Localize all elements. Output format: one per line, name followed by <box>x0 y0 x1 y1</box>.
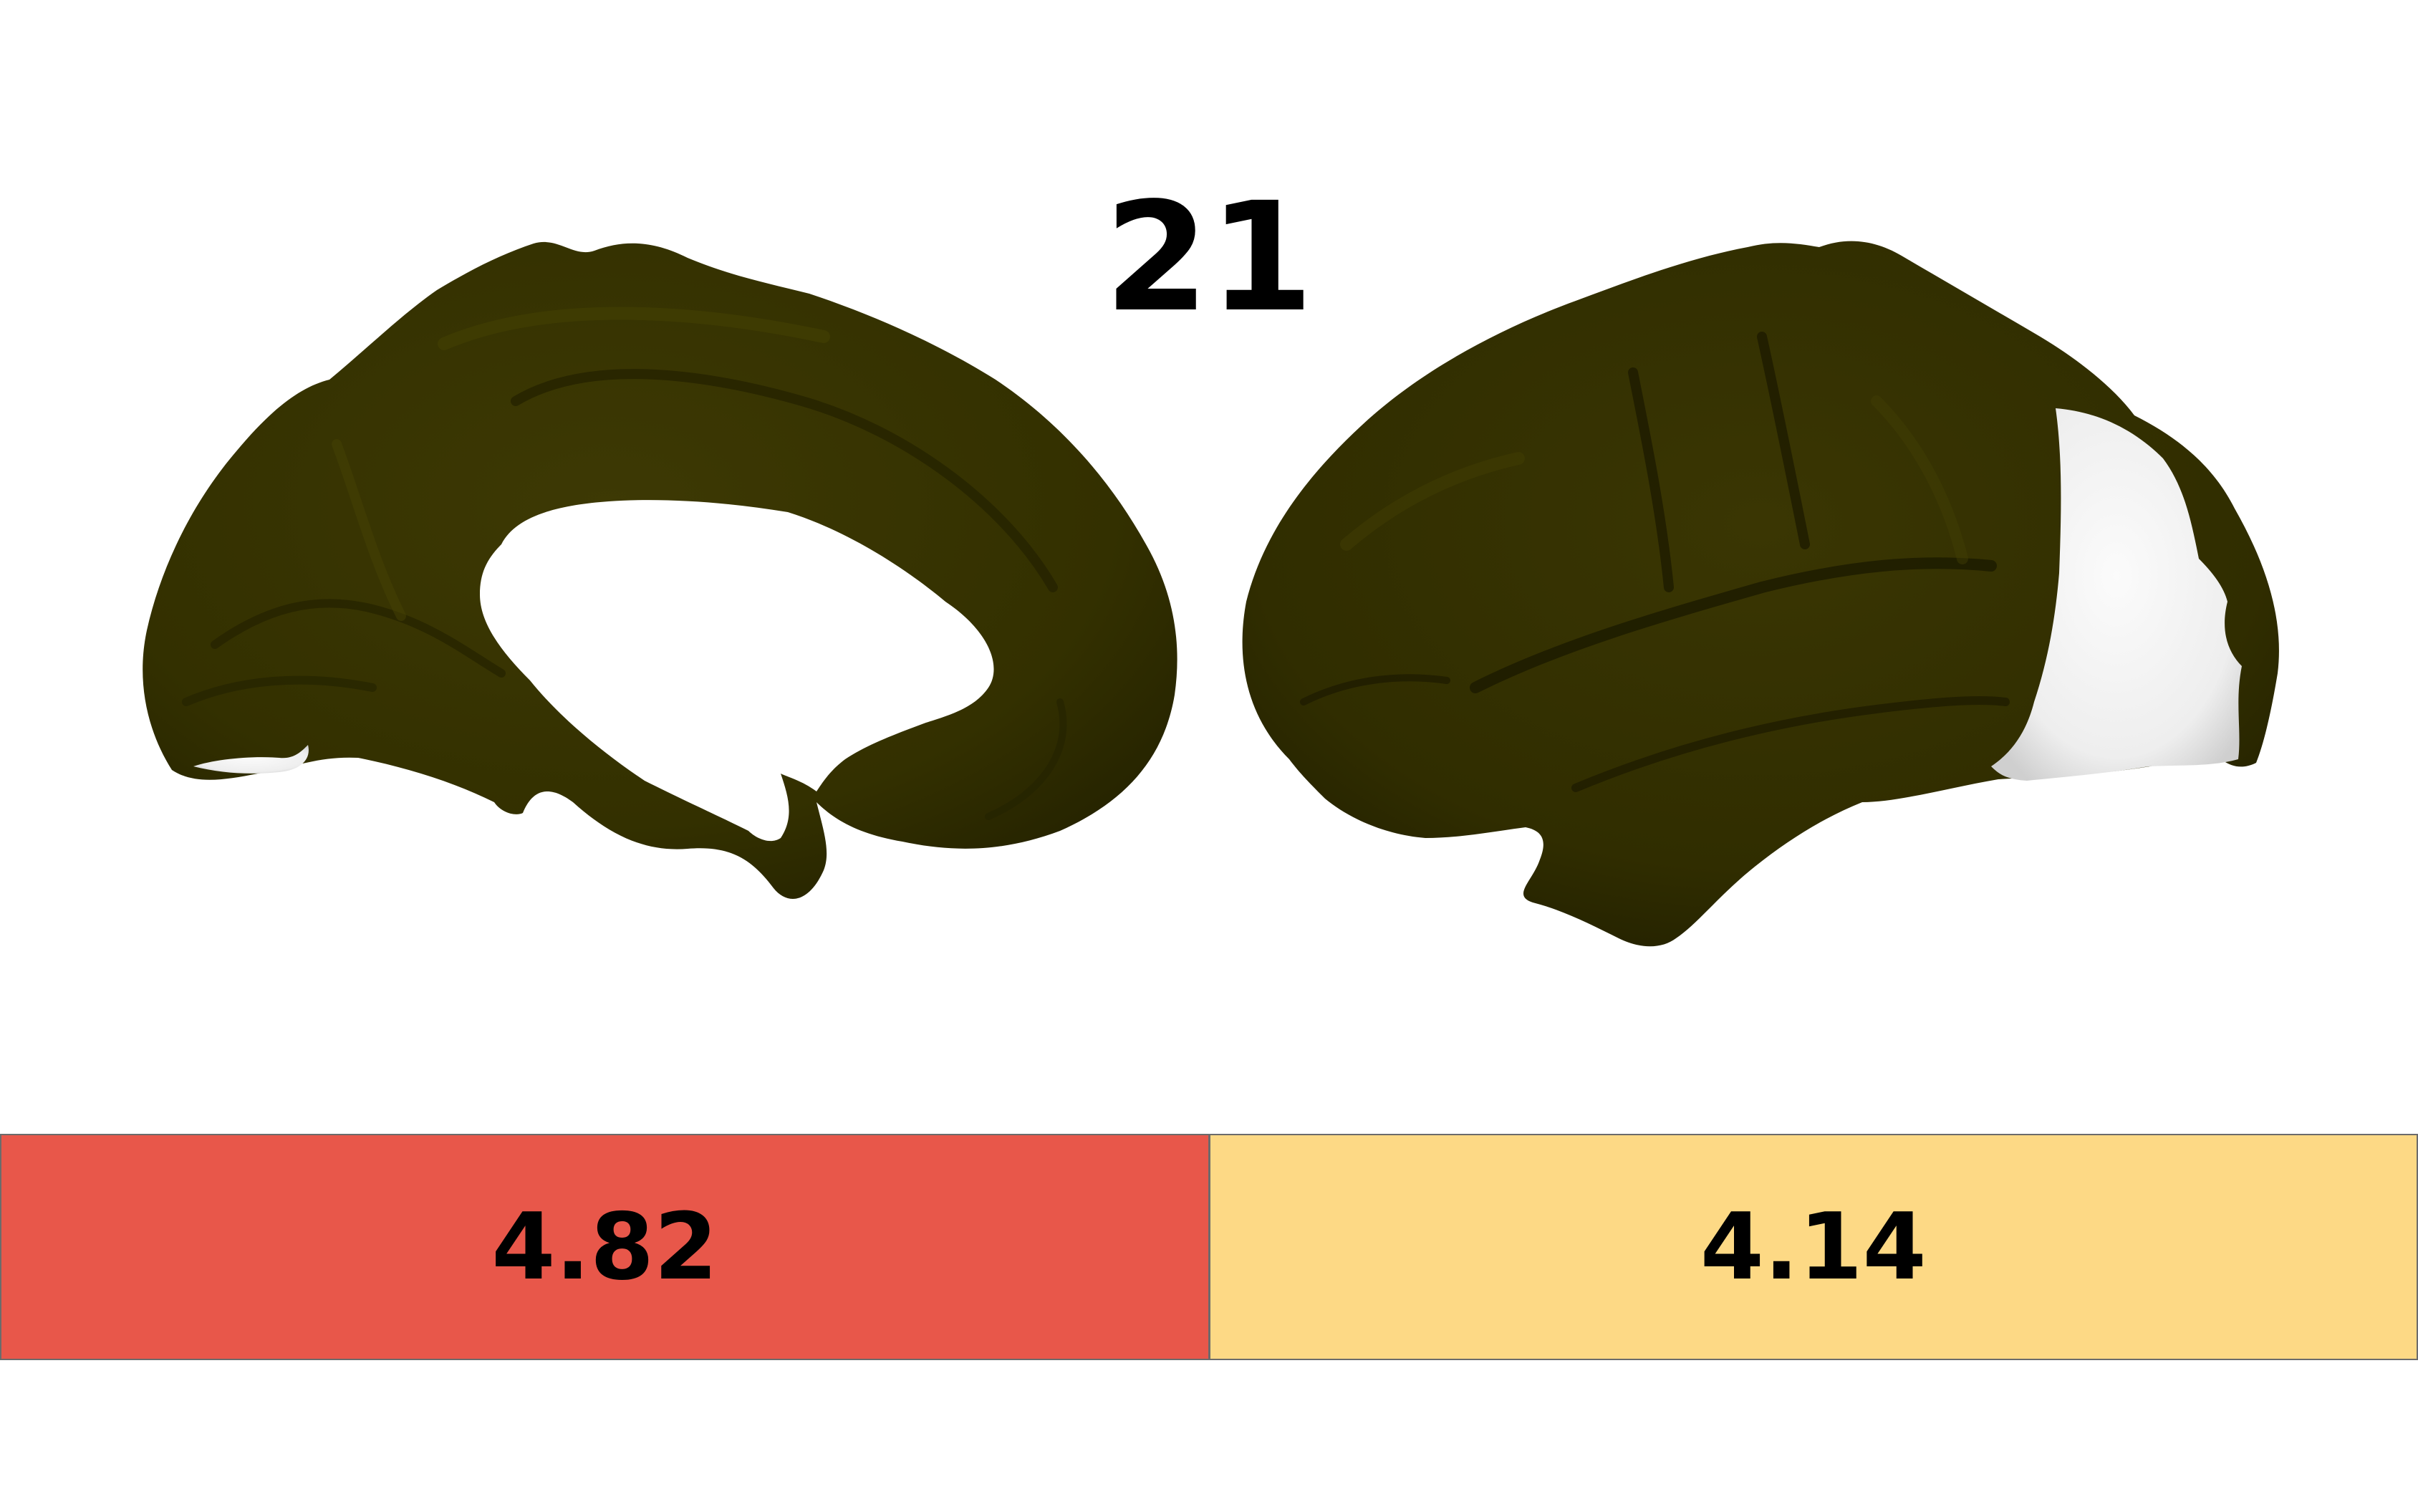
lateral-sulcus-line-3 <box>1757 332 1810 549</box>
value-cell-left: 4.82 <box>0 1134 1210 1360</box>
medial-gyrus-line-3 <box>211 599 506 678</box>
lateral-sulcus-line-1 <box>1470 557 1997 693</box>
lateral-unshaded-region <box>1991 408 2242 781</box>
lateral-sulcus-line-6 <box>1871 395 1968 564</box>
figure-title: 21 <box>1104 170 1314 345</box>
medial-gyrus-line-1 <box>511 369 1058 592</box>
value-cell-right: 4.14 <box>1209 1134 2418 1360</box>
medial-hemisphere-view <box>143 241 1177 899</box>
lateral-sulcus-line-5 <box>1571 696 2010 792</box>
lateral-sulcus-line-4 <box>1340 452 1525 551</box>
lateral-sulcus-line-2 <box>1628 367 1674 592</box>
lateral-sulcus-line-7 <box>1300 674 1450 706</box>
medial-gyrus-line-4 <box>182 675 377 706</box>
medial-unshaded-patch <box>193 745 309 774</box>
lateral-hemisphere-view <box>1242 241 2279 947</box>
value-bar: 4.82 4.14 <box>0 1134 2418 1360</box>
medial-wall-opening <box>480 500 994 842</box>
medial-gyrus-line-2 <box>438 307 830 350</box>
medial-gyrus-line-5 <box>332 439 406 621</box>
medial-gyrus-line-6 <box>985 698 1067 820</box>
brain-views <box>143 241 2279 947</box>
